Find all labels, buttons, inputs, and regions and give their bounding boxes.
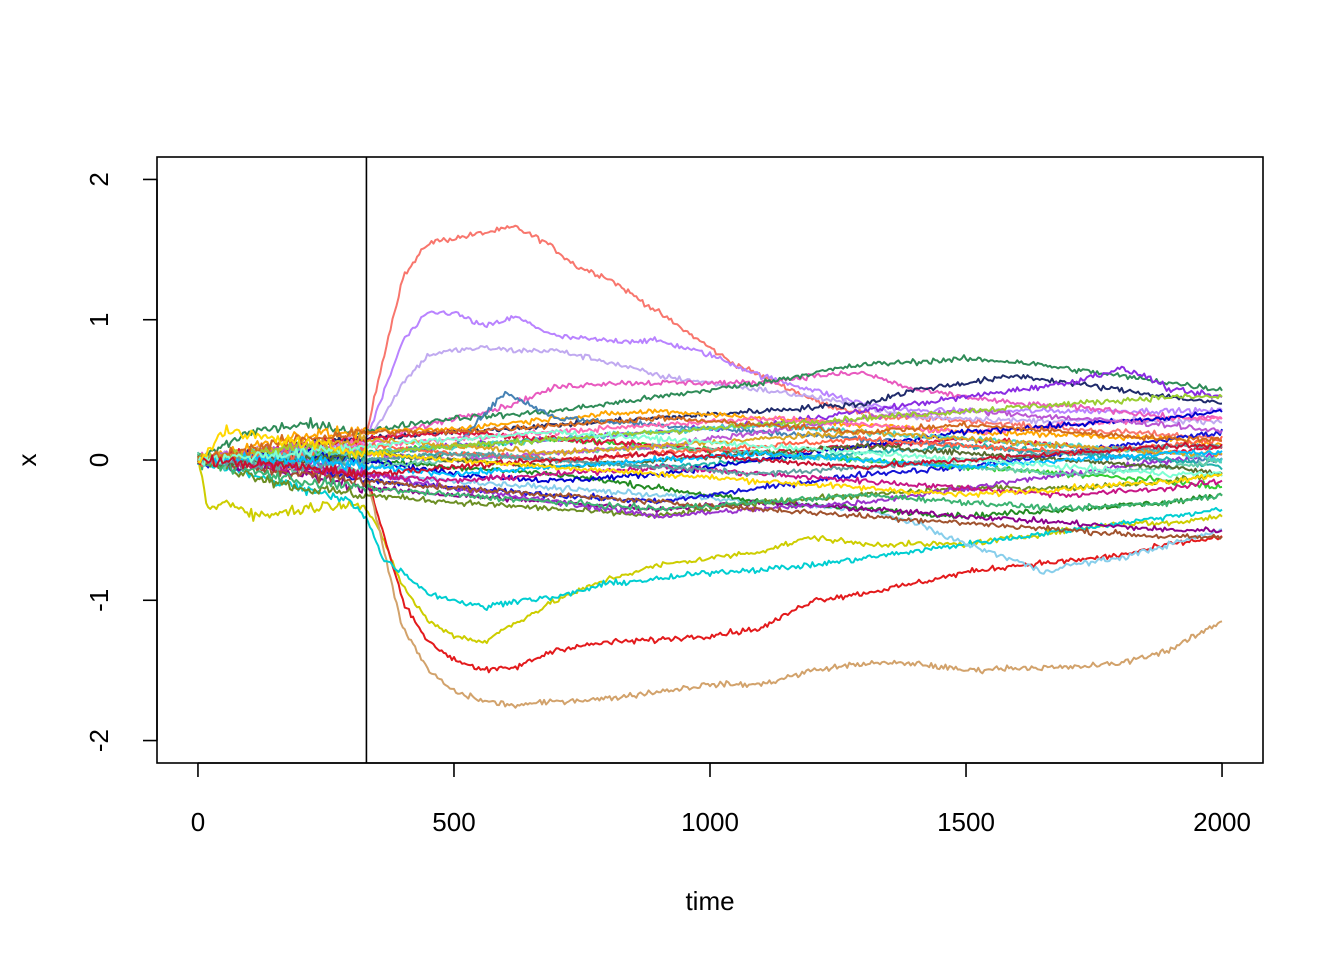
series-line-34 [197,443,1223,478]
series-line-37 [197,414,1223,464]
x-tick-label: 0 [191,807,205,837]
series-line-28 [197,452,1223,513]
series-line-13 [197,408,1223,465]
x-axis-title: time [685,886,734,916]
series-line-39 [197,441,1223,481]
series-line-5 [197,354,1223,463]
series-line-20 [197,456,1223,518]
series-line-8 [197,457,1223,645]
y-tick-label: 2 [84,172,114,186]
x-tick-label: 500 [432,807,475,837]
series-line-1 [197,224,1223,463]
series-line-21 [197,451,1223,519]
series-line-35 [197,393,1223,464]
y-axis-title: x [12,454,42,467]
series-line-26 [197,442,1223,477]
series-line-11 [197,454,1223,611]
series-line-40 [197,424,1223,498]
y-axis: -2 -1 0 1 2 [84,172,158,752]
series-line-16 [197,456,1223,534]
x-axis: 0 500 1000 1500 2000 [191,762,1251,837]
y-tick-label: -1 [84,589,114,612]
x-tick-label: 1000 [681,807,739,837]
series-line-38 [197,429,1223,479]
x-tick-label: 1500 [937,807,995,837]
y-tick-label: 0 [84,453,114,467]
x-tick-label: 2000 [1193,807,1251,837]
series-lines [197,224,1223,709]
y-tick-label: 1 [84,312,114,326]
y-tick-label: -2 [84,729,114,752]
